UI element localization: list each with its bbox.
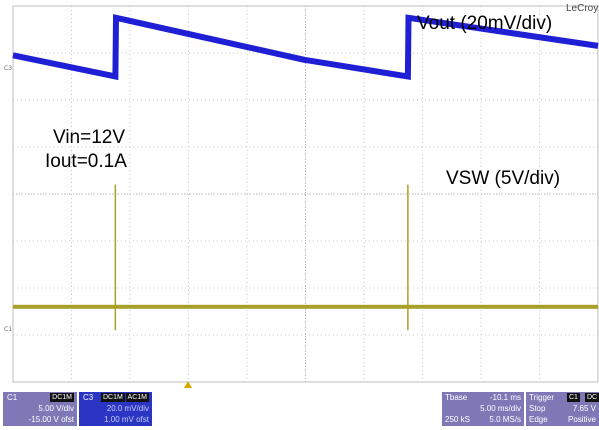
graticule-border — [12, 5, 599, 383]
c3-offset: 1.00 mV ofst — [104, 415, 149, 424]
c3-panel[interactable]: C3 DC1M AC1M 20.0 mV/div 1.00 mV ofst — [79, 392, 152, 426]
vsw-label: VSW (5V/div) — [446, 168, 561, 189]
c3-scale: 20.0 mV/div — [106, 404, 149, 413]
c3-coupling-badge: DC1M — [101, 393, 125, 402]
timebase-title: Tbase — [445, 393, 468, 402]
c1-panel[interactable]: C1 DC1M 5.00 V/div -15.00 V ofst — [3, 392, 77, 426]
c1-marker: C1 — [4, 326, 13, 333]
c3-marker: C3 — [4, 65, 13, 72]
timebase-rate: 5.0 MS/s — [489, 415, 521, 424]
c1-scale: 5.00 V/div — [38, 404, 74, 413]
c3-name: C3 — [83, 393, 94, 402]
c1-name: C1 — [7, 393, 18, 402]
timebase-delay: -10.1 ms — [489, 393, 521, 402]
trigger-position-icon — [184, 381, 192, 388]
trigger-mode: Stop — [529, 404, 546, 413]
timebase-panel[interactable]: Tbase -10.1 ms 5.00 ms/div 250 kS 5.0 MS/s — [442, 392, 524, 426]
iout-label: Iout=0.1A — [45, 151, 127, 172]
vin-label: Vin=12V — [53, 127, 126, 148]
graticule — [12, 5, 599, 383]
trigger-slope: Positive — [567, 415, 596, 424]
traces — [12, 14, 599, 331]
trigger-panel[interactable]: Trigger C1 DC Stop 7.65 V Edge Positive — [526, 392, 599, 426]
vout-label: Vout (20mV/div) — [417, 13, 553, 34]
lecroy-logo: LeCroy — [566, 3, 599, 14]
timebase-scale: 5.00 ms/div — [480, 404, 521, 413]
vsw-trace — [13, 304, 598, 309]
c1-offset: -15.00 V ofst — [28, 415, 74, 424]
trigger-title: Trigger — [529, 393, 555, 402]
c1-coupling-badge: DC1M — [50, 393, 74, 402]
trigger-source-badge: C1 — [567, 393, 580, 402]
c3-tag-badge: AC1M — [125, 393, 149, 402]
vout-trace — [12, 14, 599, 81]
trigger-level: 7.65 V — [572, 404, 596, 413]
trigger-type: Edge — [529, 415, 548, 424]
timebase-samples: 250 kS — [445, 415, 470, 424]
trigger-coupling-badge: DC — [585, 393, 599, 402]
